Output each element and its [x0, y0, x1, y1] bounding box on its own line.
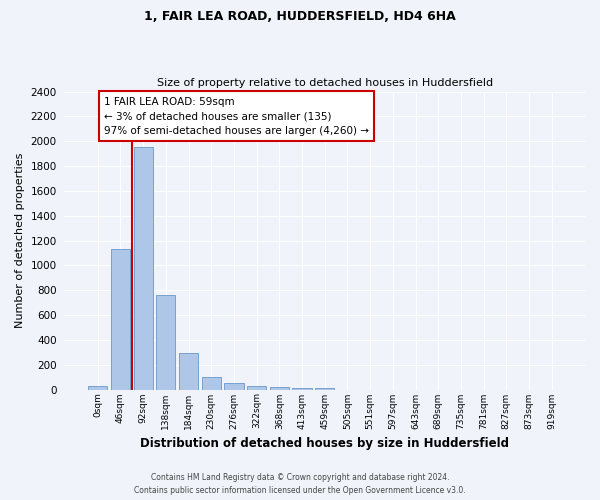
Bar: [269, 388, 289, 390]
Text: Contains HM Land Registry data © Crown copyright and database right 2024.
Contai: Contains HM Land Registry data © Crown c…: [134, 474, 466, 495]
Y-axis label: Number of detached properties: Number of detached properties: [15, 153, 25, 328]
Bar: [134, 148, 153, 390]
X-axis label: Distribution of detached houses by size in Huddersfield: Distribution of detached houses by size …: [140, 437, 509, 450]
Bar: [88, 386, 107, 390]
Bar: [179, 353, 198, 390]
Bar: [156, 295, 175, 390]
Bar: [224, 384, 244, 390]
Bar: [315, 388, 334, 390]
Text: 1 FAIR LEA ROAD: 59sqm
← 3% of detached houses are smaller (135)
97% of semi-det: 1 FAIR LEA ROAD: 59sqm ← 3% of detached …: [104, 96, 369, 136]
Text: 1, FAIR LEA ROAD, HUDDERSFIELD, HD4 6HA: 1, FAIR LEA ROAD, HUDDERSFIELD, HD4 6HA: [144, 10, 456, 23]
Bar: [247, 386, 266, 390]
Title: Size of property relative to detached houses in Huddersfield: Size of property relative to detached ho…: [157, 78, 493, 88]
Bar: [202, 377, 221, 390]
Bar: [292, 388, 311, 390]
Bar: [111, 249, 130, 390]
